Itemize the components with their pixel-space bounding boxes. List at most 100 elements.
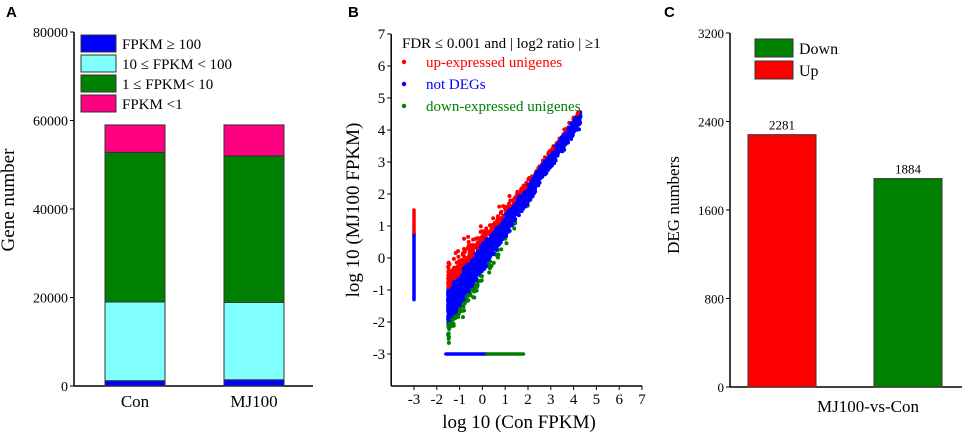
legend-swatch	[80, 54, 117, 73]
scatter-point	[449, 268, 454, 273]
scatter-point	[557, 140, 562, 145]
scatter-point	[459, 298, 464, 303]
y-tick-label: 80000	[33, 26, 68, 41]
scatter-point	[470, 261, 475, 266]
scatter-point	[466, 293, 471, 298]
scatter-point	[447, 282, 452, 287]
x-tick-label: 6	[615, 392, 623, 408]
x-tick-label: 2	[524, 392, 532, 408]
scatter-point	[465, 298, 470, 303]
x-axis-label: MJ100-vs-Con	[817, 397, 920, 416]
y-tick-label: 3	[378, 155, 386, 171]
x-tick-label: -2	[431, 392, 444, 408]
scatter-point	[465, 275, 470, 280]
scatter-point	[455, 273, 460, 278]
scatter-point	[478, 229, 483, 234]
scatter-point	[533, 178, 538, 183]
scatter-point	[528, 193, 533, 198]
scatter-point	[503, 212, 508, 217]
scatter-point	[472, 256, 477, 261]
scatter-point	[501, 232, 506, 237]
scatter-point	[546, 158, 551, 163]
scatter-point	[461, 281, 466, 286]
scatter-point	[507, 228, 512, 233]
bar-down	[873, 178, 943, 388]
scatter-point	[494, 247, 499, 252]
x-tick-label: 3	[547, 392, 555, 408]
scatter-point	[575, 112, 580, 117]
y-tick-label: 4	[378, 123, 386, 139]
scatter-point	[446, 340, 451, 345]
y-tick-label: 800	[705, 292, 725, 307]
scatter-point	[500, 225, 505, 230]
scatter-point	[504, 241, 509, 246]
y-tick-label: 1	[378, 219, 386, 235]
scatter-point	[461, 276, 466, 281]
scatter-point	[521, 184, 526, 189]
panel-label-b: B	[348, 4, 359, 21]
scatter-point	[514, 209, 519, 214]
legend-swatch	[754, 60, 794, 80]
scatter-point	[486, 257, 491, 262]
y-tick-label: 2400	[698, 115, 724, 130]
scatter-point	[467, 284, 472, 289]
legend-swatch	[80, 94, 117, 113]
scatter-point	[484, 264, 489, 269]
scatter-point	[466, 234, 471, 239]
legend-label: up-expressed unigenes	[426, 55, 562, 71]
scatter-point	[451, 256, 456, 261]
y-tick-label: 2	[378, 187, 386, 203]
scatter-point	[446, 273, 451, 278]
scatter-point	[456, 285, 461, 290]
scatter-point	[571, 122, 576, 127]
legend-label: not DEGs	[426, 77, 486, 93]
legend-label: down-expressed unigenes	[426, 99, 581, 115]
y-tick-label: 20000	[33, 292, 68, 307]
scatter-point	[546, 150, 551, 155]
scatter-point	[471, 275, 476, 280]
x-tick-label: 7	[638, 392, 646, 408]
scatter-point	[504, 204, 509, 209]
scatter-point	[451, 279, 456, 284]
scatter-point	[506, 217, 511, 222]
x-tick-label: Con	[121, 392, 150, 411]
scatter-point	[502, 217, 507, 222]
scatter-point	[491, 239, 496, 244]
y-axis-label: Gene number	[0, 148, 19, 252]
scatter-point	[551, 159, 556, 164]
x-tick-label: 5	[593, 392, 601, 408]
legend-swatch	[754, 38, 794, 58]
y-tick-label: 3200	[698, 26, 724, 41]
scatter-point	[462, 247, 467, 252]
scatter-point	[483, 232, 488, 237]
data-label: 2281	[769, 118, 795, 133]
scatter-point	[466, 254, 471, 259]
bar-up	[747, 134, 817, 388]
scatter-point	[469, 287, 474, 292]
scatter-point	[466, 289, 471, 294]
x-tick-label: -3	[408, 392, 421, 408]
scatter-point	[555, 146, 560, 151]
panel-c-deg-chart: MJ100-vs-Con DEG numbers 0 800 1600 2400 320…	[664, 26, 962, 416]
scatter-point	[460, 315, 465, 320]
y-axis-label: DEG numbers	[664, 156, 683, 254]
scatter-point	[487, 270, 492, 275]
scatter-point	[563, 141, 568, 146]
legend-label: Up	[799, 63, 819, 80]
panel-b-scatter-plot: log 10 (Con FPKM) log 10 (MJ100 FPKM) FD…	[343, 27, 646, 433]
panel-label-c: C	[664, 4, 675, 21]
x-tick-label: 0	[479, 392, 487, 408]
scatter-point	[509, 222, 514, 227]
scatter-point	[474, 268, 479, 273]
scatter-point	[482, 266, 487, 271]
scatter-point	[467, 251, 472, 256]
scatter-point	[512, 226, 517, 231]
scatter-point	[506, 209, 511, 214]
bar-segment	[104, 380, 166, 387]
scatter-point	[480, 236, 485, 241]
scatter-point	[535, 182, 540, 187]
bar-segment	[223, 379, 285, 387]
y-tick-label: 7	[378, 27, 386, 43]
y-tick-label: -3	[373, 347, 386, 363]
scatter-point	[447, 262, 452, 267]
